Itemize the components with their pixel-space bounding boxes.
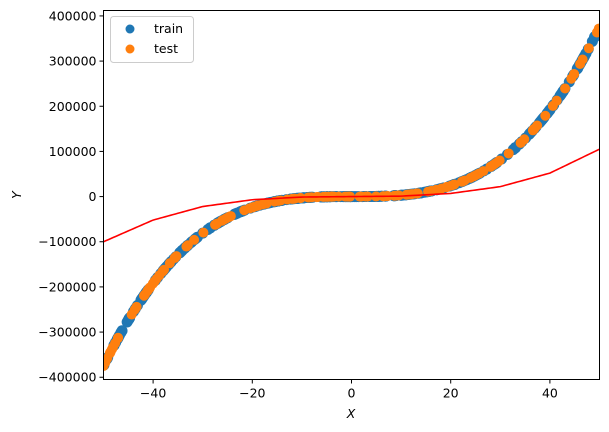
legend-test-label: test xyxy=(154,41,178,56)
y-tick-label: −300000 xyxy=(38,325,96,340)
y-tick-label: 200000 xyxy=(49,99,97,114)
y-tick-label: 100000 xyxy=(49,144,97,159)
x-axis-ticks: −40 −20 0 20 40 xyxy=(140,379,558,401)
x-tick-label: −20 xyxy=(239,386,265,401)
legend-test-marker xyxy=(125,44,135,54)
x-tick-label: −40 xyxy=(140,386,166,401)
plot-area xyxy=(103,23,600,371)
y-tick-label: −400000 xyxy=(38,370,96,385)
y-tick-label: 400000 xyxy=(49,8,97,23)
y-tick-label: −100000 xyxy=(38,234,96,249)
y-tick-label: −200000 xyxy=(38,279,96,294)
fit-line xyxy=(103,148,600,243)
y-tick-label: 0 xyxy=(89,189,97,204)
x-tick-label: 40 xyxy=(542,386,558,401)
legend-train-marker xyxy=(125,24,135,34)
legend-train-label: train xyxy=(154,21,183,36)
y-axis-label: Y xyxy=(9,190,24,199)
series-test xyxy=(103,23,600,371)
x-tick-label: 0 xyxy=(348,386,356,401)
x-tick-label: 20 xyxy=(443,386,459,401)
legend: train test xyxy=(110,16,194,63)
x-axis-label: X xyxy=(346,406,356,421)
y-axis-ticks: −400000 −300000 −200000 −100000 0 100000 20000… xyxy=(38,8,104,385)
y-tick-label: 300000 xyxy=(49,54,97,69)
